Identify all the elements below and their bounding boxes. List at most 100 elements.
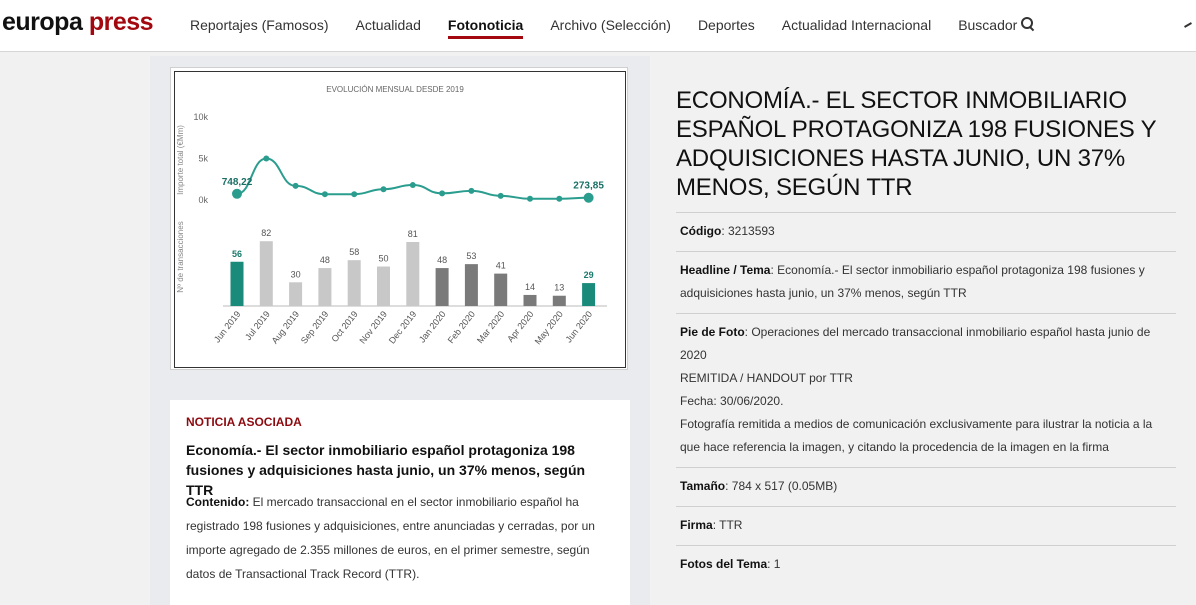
bar-value-label: 58 <box>349 247 359 257</box>
bar <box>435 268 449 306</box>
line-point <box>527 195 533 202</box>
x-tick-label: Sep 2019 <box>299 309 331 346</box>
firma-value: TTR <box>719 518 743 532</box>
nav-reportajes[interactable]: Reportajes (Famosos) <box>190 17 329 33</box>
photo-metadata: Código: 3213593 Headline / Tema: Economí… <box>676 212 1176 584</box>
bar-value-label: 30 <box>291 269 301 279</box>
bar <box>523 294 537 306</box>
bar-value-label: 53 <box>466 251 476 261</box>
line-point <box>409 182 416 189</box>
x-tick-label: Dec 2019 <box>387 309 419 346</box>
codigo-label: Código <box>680 224 722 238</box>
photo-frame[interactable]: EVOLUCIÓN MENSUAL DESDE 2019 Importe tot… <box>170 67 628 370</box>
bar-value-label: 81 <box>408 229 418 239</box>
line-point <box>556 195 563 202</box>
x-tick-label: May 2020 <box>533 309 565 346</box>
line-point <box>497 192 504 199</box>
line-point <box>380 186 387 193</box>
pie-line2: REMITIDA / HANDOUT por TTR <box>680 371 853 385</box>
bar-value-label: 56 <box>232 249 242 259</box>
bar <box>464 264 478 306</box>
nav-buscador-label: Buscador <box>958 17 1018 33</box>
photo-column: EVOLUCIÓN MENSUAL DESDE 2019 Importe tot… <box>150 56 650 605</box>
pie-label: Pie de Foto <box>680 325 745 339</box>
line-point <box>232 188 242 199</box>
related-news-tag: NOTICIA ASOCIADA <box>186 415 302 429</box>
site-logo[interactable]: europa press <box>2 8 154 37</box>
meta-codigo: Código: 3213593 <box>676 212 1176 251</box>
pie-line1: Operaciones del mercado transaccional in… <box>680 325 1151 362</box>
line-end-label: 273,85 <box>573 181 604 192</box>
bar <box>289 282 303 306</box>
bar-value-label: 82 <box>261 228 271 238</box>
search-icon[interactable] <box>1021 17 1035 31</box>
bar-value-label: 48 <box>437 255 447 265</box>
meta-tamano: Tamaño: 784 x 517 (0.05MB) <box>676 467 1176 506</box>
line-point <box>321 191 328 198</box>
meta-tema: Headline / Tema: Economía.- El sector in… <box>676 251 1176 313</box>
chart-svg: EVOLUCIÓN MENSUAL DESDE 2019 Importe tot… <box>176 85 607 346</box>
bar-value-label: 29 <box>584 270 594 280</box>
bar-value-label: 41 <box>496 261 506 271</box>
bar <box>406 242 420 306</box>
tamano-value: 784 x 517 (0.05MB) <box>731 479 838 493</box>
line-point <box>351 191 358 198</box>
nav-buscador[interactable]: Buscador <box>958 17 1035 39</box>
chart-title: EVOLUCIÓN MENSUAL DESDE 2019 <box>326 85 464 94</box>
tamano-label: Tamaño <box>680 479 726 493</box>
photo-headline: ECONOMÍA.- EL SECTOR INMOBILIARIO ESPAÑO… <box>676 87 1157 201</box>
related-news-content: Contenido: El mercado transaccional en e… <box>186 490 616 586</box>
nav-actualidad-internacional[interactable]: Actualidad Internacional <box>781 17 932 33</box>
nav-actualidad[interactable]: Actualidad <box>355 17 421 33</box>
bar <box>259 241 273 306</box>
content-text: El mercado transaccional en el sector in… <box>186 495 595 581</box>
line-tick-label: 0k <box>198 195 208 205</box>
x-tick-label: Aug 2019 <box>270 309 302 346</box>
x-tick-label: Mar 2020 <box>475 309 506 345</box>
line-point <box>292 182 299 189</box>
bar <box>552 295 566 306</box>
related-news-card: NOTICIA ASOCIADA Economía.- El sector in… <box>170 400 630 605</box>
logo-text-press: press <box>88 8 154 36</box>
line-series-path <box>236 157 589 200</box>
bar-value-label: 14 <box>525 282 535 292</box>
x-tick-label: Feb 2020 <box>446 309 477 345</box>
bar <box>377 266 390 306</box>
x-tick-label: Jun 2019 <box>212 309 243 344</box>
main-nav: Reportajes (Famosos) Actualidad Fotonoti… <box>190 17 1062 39</box>
logo-text-europa: europa <box>2 8 83 36</box>
line-point <box>468 187 475 194</box>
line-point <box>583 192 594 203</box>
x-tick-label: Oct 2019 <box>329 309 359 344</box>
nav-fotonoticia[interactable]: Fotonoticia <box>447 17 524 39</box>
meta-firma: Firma: TTR <box>676 506 1176 545</box>
tema-label: Headline / Tema <box>680 263 771 277</box>
x-tick-label: Jun 2020 <box>563 309 594 344</box>
x-tick-label: Jan 2020 <box>417 309 448 344</box>
line-axis-label: Importe total (€Mm) <box>176 125 185 195</box>
related-news-title[interactable]: Economía.- El sector inmobiliario españo… <box>186 442 586 498</box>
bar <box>318 268 332 306</box>
menu-edge-icon[interactable] <box>1184 22 1192 28</box>
x-tick-label: Jul 2019 <box>243 309 272 342</box>
bar <box>582 283 596 306</box>
bar-value-label: 50 <box>378 254 388 264</box>
nav-deportes[interactable]: Deportes <box>697 17 755 33</box>
tema-value: Economía.- El sector inmobiliario españo… <box>680 263 1145 300</box>
bar-axis-label: Nº de transacciones <box>176 221 185 292</box>
chart-image: EVOLUCIÓN MENSUAL DESDE 2019 Importe tot… <box>174 71 626 368</box>
firma-label: Firma <box>680 518 713 532</box>
line-start-label: 748,22 <box>222 177 253 188</box>
codigo-value: 3213593 <box>728 224 775 238</box>
line-point <box>439 190 446 197</box>
line-tick-label: 10k <box>193 112 208 122</box>
bar-value-label: 13 <box>554 283 564 293</box>
bar-value-label: 48 <box>320 255 330 265</box>
content-label: Contenido: <box>186 495 250 509</box>
nav-archivo[interactable]: Archivo (Selección) <box>550 17 671 33</box>
top-header: europa press Reportajes (Famosos) Actual… <box>0 0 1196 52</box>
meta-pie: Pie de Foto: Operaciones del mercado tra… <box>676 313 1176 467</box>
line-tick-label: 5k <box>198 154 208 164</box>
meta-fotos: Fotos del Tema: 1 <box>676 545 1176 584</box>
x-tick-label: Nov 2019 <box>357 309 389 346</box>
